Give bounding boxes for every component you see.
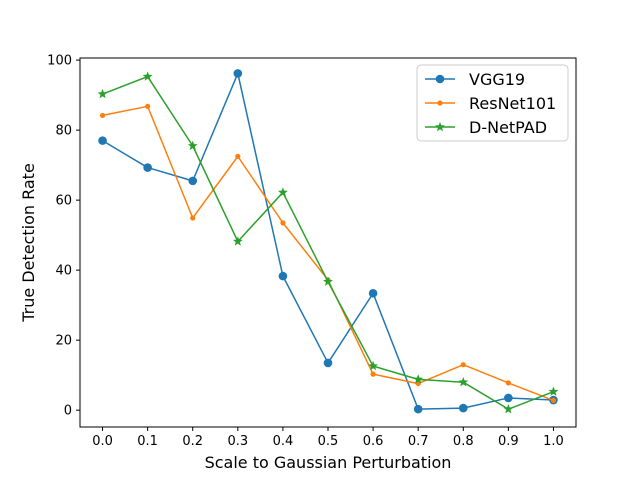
- data-point: [550, 397, 557, 403]
- y-tick-label: 40: [55, 264, 72, 279]
- series-d-netpad: [97, 71, 559, 414]
- x-tick-label: 0.2: [182, 434, 203, 449]
- data-point: [370, 371, 376, 377]
- data-point: [323, 276, 333, 286]
- data-point: [368, 288, 378, 298]
- x-tick-label: 0.0: [92, 434, 113, 449]
- legend: VGG19 ResNet101 D-NetPAD: [416, 64, 569, 142]
- data-point: [190, 215, 196, 221]
- data-point: [505, 380, 511, 386]
- x-tick-label: 0.4: [273, 434, 294, 449]
- legend-label: D-NetPAD: [469, 118, 547, 137]
- data-point: [368, 360, 379, 371]
- data-point: [323, 358, 333, 368]
- x-tick-label: 1.0: [543, 434, 564, 449]
- legend-marker: [435, 74, 445, 84]
- legend-label: ResNet101: [469, 94, 556, 113]
- x-tick-label: 0.3: [227, 434, 248, 449]
- data-point: [458, 376, 469, 387]
- legend-label: VGG19: [469, 70, 525, 89]
- data-point: [413, 374, 424, 384]
- y-tick-label: 60: [55, 194, 72, 209]
- series-layer: [97, 69, 559, 414]
- data-point: [548, 386, 559, 396]
- data-point: [277, 187, 288, 197]
- data-point: [232, 236, 243, 246]
- legend-marker: [437, 100, 443, 106]
- data-point: [278, 271, 288, 281]
- data-point: [143, 163, 152, 172]
- y-tick-label: 100: [47, 54, 72, 69]
- data-point: [187, 140, 198, 151]
- y-tick-label: 80: [55, 124, 72, 139]
- data-point: [145, 103, 151, 109]
- data-point: [413, 404, 423, 414]
- x-axis-label: Scale to Gaussian Perturbation: [205, 453, 452, 472]
- y-axis-label: True Detection Rate: [19, 163, 38, 323]
- data-point: [233, 69, 243, 78]
- data-point: [460, 362, 466, 368]
- data-point: [503, 403, 514, 414]
- x-tick-label: 0.9: [498, 434, 519, 449]
- x-tick-label: 0.1: [137, 434, 158, 449]
- x-tick-label: 0.6: [363, 434, 384, 449]
- x-tick-label: 0.5: [318, 434, 339, 449]
- data-point: [504, 393, 513, 403]
- data-point: [280, 220, 286, 226]
- data-point: [98, 136, 107, 145]
- data-point: [142, 71, 153, 81]
- y-axis-ticks: 0 20 40 60 80 100: [47, 54, 80, 419]
- data-point: [97, 88, 108, 99]
- legend-marker: [435, 121, 445, 132]
- y-tick-label: 0: [64, 404, 72, 419]
- data-point: [99, 112, 106, 119]
- x-axis-ticks: 0.0 0.1 0.2 0.3 0.4 0.5 0.6 0.7 0.8 0.9 1.0: [92, 427, 564, 449]
- x-tick-label: 0.8: [453, 434, 474, 449]
- y-tick-label: 20: [55, 334, 72, 349]
- x-tick-label: 0.7: [408, 434, 429, 449]
- data-point: [188, 176, 198, 186]
- legend-frame: [416, 64, 569, 142]
- data-point: [458, 403, 468, 413]
- data-point: [235, 153, 241, 159]
- series-vgg19: [98, 69, 558, 414]
